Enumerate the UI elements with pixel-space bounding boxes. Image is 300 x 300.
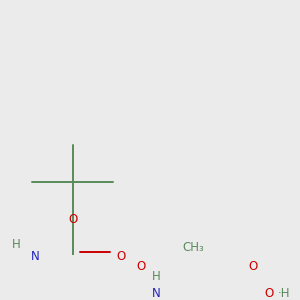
- Text: H: H: [12, 238, 21, 251]
- Text: CH₃: CH₃: [182, 241, 204, 254]
- Text: O: O: [248, 260, 257, 273]
- Polygon shape: [156, 291, 193, 297]
- Text: N: N: [31, 250, 40, 263]
- Text: O: O: [265, 287, 274, 300]
- Text: O: O: [68, 213, 77, 226]
- Text: O: O: [116, 250, 125, 263]
- Text: ·H: ·H: [277, 287, 290, 300]
- Text: H: H: [152, 270, 161, 283]
- Text: O: O: [137, 260, 146, 273]
- Text: N: N: [152, 287, 161, 300]
